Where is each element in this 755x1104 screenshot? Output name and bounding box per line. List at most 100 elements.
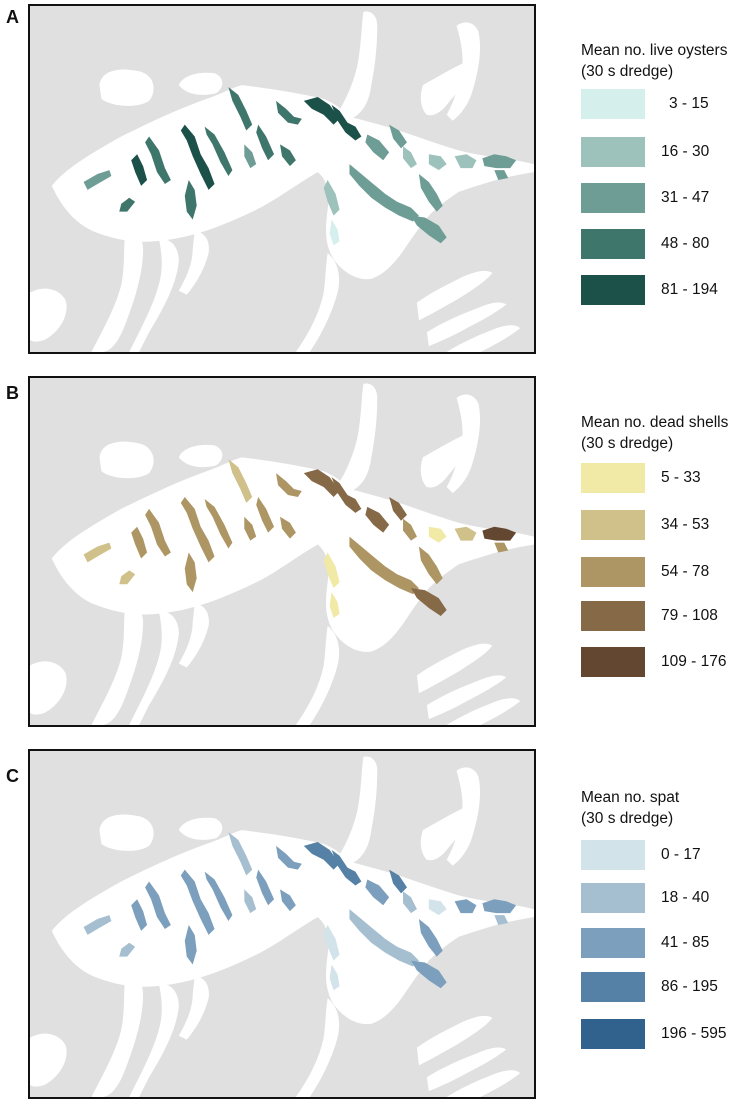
oyster-bed <box>323 179 340 216</box>
oyster-bed <box>119 570 136 585</box>
oyster-bed <box>131 526 148 559</box>
oyster-bed <box>204 498 233 549</box>
legend-a-title-line2: (30 s dredge) <box>581 63 674 80</box>
legend-b-row-4: 79 - 108 <box>581 601 718 631</box>
legend-range: 79 - 108 <box>661 607 718 624</box>
oyster-bed <box>329 592 340 618</box>
water-area <box>337 383 378 492</box>
oyster-bed <box>228 459 253 503</box>
oyster-bed <box>244 889 257 914</box>
legend-c-row-4: 86 - 195 <box>581 972 718 1002</box>
oyster-bed <box>389 496 408 521</box>
legend-swatch <box>581 229 645 259</box>
oyster-bed <box>403 518 417 541</box>
legend-swatch <box>581 275 645 305</box>
oyster-bed <box>331 477 362 513</box>
oyster-bed <box>119 197 136 212</box>
water-area <box>51 457 534 652</box>
legend-c-title: Mean no. spat (30 s dredge) <box>581 787 753 829</box>
oyster-bed <box>418 174 443 212</box>
legend-swatch <box>581 463 645 493</box>
legend-b-title-line1: Mean no. dead shells <box>581 414 729 431</box>
water-area <box>426 1047 507 1092</box>
legend-range: 54 - 78 <box>661 563 710 580</box>
oyster-bed <box>494 915 509 925</box>
legend-range: 31 - 47 <box>661 189 710 206</box>
panel-letter-b: B <box>6 383 19 403</box>
legend-c-row-3: 41 - 85 <box>581 928 709 958</box>
oyster-bed <box>428 154 447 171</box>
water-area <box>178 72 223 95</box>
oyster-bed <box>119 942 136 957</box>
oyster-bed <box>482 526 517 541</box>
legend-a: Mean no. live oysters (30 s dredge) 3 - … <box>581 40 753 305</box>
oyster-bed <box>303 96 340 125</box>
water-area <box>295 998 340 1097</box>
oyster-bed <box>256 496 275 533</box>
oyster-bed <box>365 134 390 161</box>
legend-swatch <box>581 972 645 1002</box>
oyster-bed <box>180 869 215 935</box>
water-area <box>446 1070 521 1097</box>
map-panel-a <box>28 4 536 354</box>
legend-range: 196 - 595 <box>661 1025 727 1042</box>
map-panel-b <box>28 376 536 727</box>
legend-a-row-3: 31 - 47 <box>581 183 709 213</box>
oyster-bed <box>349 536 419 595</box>
oyster-bed <box>410 588 447 616</box>
water-area <box>129 984 179 1097</box>
oyster-bed <box>494 542 509 553</box>
legend-a-row-1: 3 - 15 <box>581 89 709 119</box>
oyster-bed <box>256 124 275 161</box>
legend-swatch <box>581 883 645 913</box>
legend-range: 81 - 194 <box>661 281 718 298</box>
legend-b-row-5: 109 - 176 <box>581 647 727 677</box>
water-area <box>30 661 67 715</box>
map-panel-c <box>28 749 536 1099</box>
legend-b-row-1: 5 - 33 <box>581 463 701 493</box>
oyster-bed <box>323 924 340 961</box>
oyster-bed <box>303 841 340 870</box>
water-area <box>295 625 340 725</box>
legend-swatch <box>581 928 645 958</box>
water-area <box>337 11 378 119</box>
oyster-bed <box>280 516 296 539</box>
oyster-bed <box>145 881 171 929</box>
oyster-bed <box>482 899 517 914</box>
water-area <box>178 231 209 295</box>
legend-a-row-4: 48 - 80 <box>581 229 709 259</box>
water-area <box>178 976 209 1040</box>
legend-swatch <box>581 557 645 587</box>
legend-b-row-3: 54 - 78 <box>581 557 709 587</box>
oyster-bed <box>349 909 419 967</box>
legend-b: Mean no. dead shells (30 s dredge) 5 - 3… <box>581 412 753 677</box>
water-area <box>51 85 534 280</box>
oyster-bed <box>494 170 509 180</box>
legend-c-row-2: 18 - 40 <box>581 883 709 913</box>
legend-b-title: Mean no. dead shells (30 s dredge) <box>581 412 753 454</box>
legend-range: 18 - 40 <box>661 889 710 906</box>
map-c-svg <box>30 751 534 1097</box>
water-area <box>99 441 154 479</box>
oyster-bed <box>228 87 253 131</box>
water-area <box>426 675 507 720</box>
legend-a-title-line1: Mean no. live oysters <box>581 42 728 59</box>
legend-swatch <box>581 137 645 167</box>
oyster-bed <box>365 506 390 533</box>
oyster-bed <box>323 552 340 589</box>
oyster-bed <box>83 915 112 935</box>
water-area <box>129 239 179 352</box>
oyster-bed <box>280 889 296 912</box>
oyster-bed <box>256 869 275 906</box>
oyster-bed <box>131 899 148 931</box>
legend-swatch <box>581 183 645 213</box>
oyster-bed <box>454 526 477 541</box>
water-area <box>178 444 223 468</box>
map-b-svg <box>30 378 534 725</box>
water-area <box>51 830 534 1025</box>
water-area <box>337 756 378 864</box>
oyster-bed <box>83 542 112 563</box>
water-area <box>91 604 144 725</box>
legend-range: 34 - 53 <box>661 516 710 533</box>
oyster-bed <box>454 899 477 914</box>
